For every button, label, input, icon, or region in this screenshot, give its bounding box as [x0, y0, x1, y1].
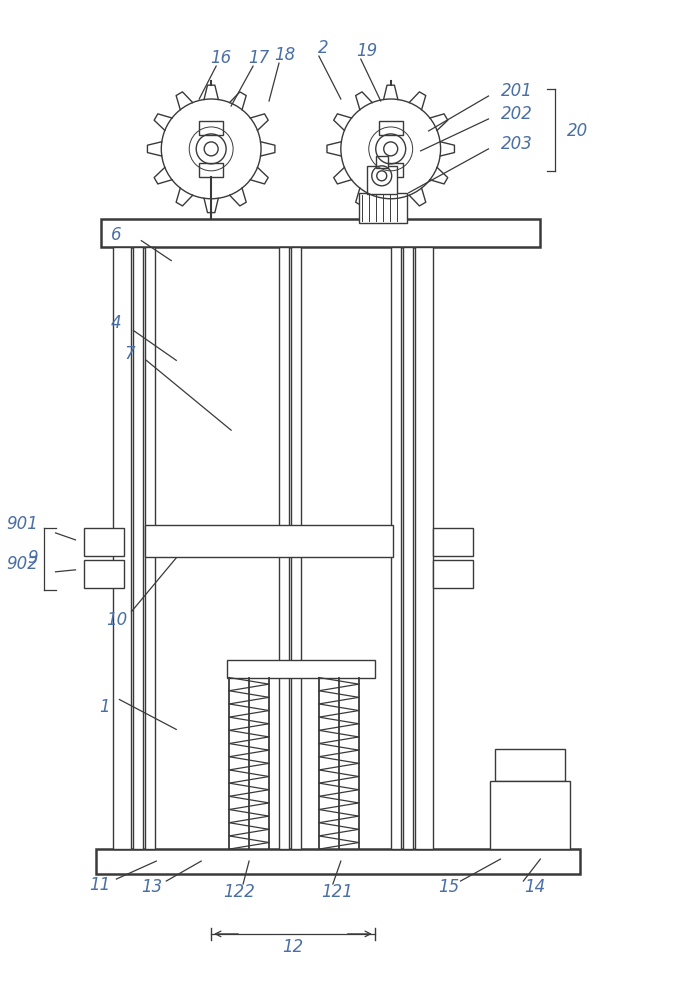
Bar: [367, 166, 397, 194]
Bar: [433, 560, 472, 588]
Bar: [102, 219, 541, 247]
Text: 13: 13: [141, 878, 162, 896]
Text: 122: 122: [223, 883, 255, 901]
Bar: [433, 528, 472, 556]
Text: 20: 20: [568, 122, 588, 140]
Bar: [146, 247, 155, 849]
Text: 203: 203: [500, 135, 532, 153]
Bar: [84, 528, 125, 556]
Bar: [402, 247, 412, 849]
Text: 15: 15: [438, 878, 459, 896]
Text: 10: 10: [106, 611, 127, 629]
Bar: [113, 247, 131, 849]
Bar: [96, 849, 580, 874]
Text: 14: 14: [524, 878, 545, 896]
Bar: [200, 163, 223, 177]
Bar: [379, 121, 402, 135]
Bar: [84, 560, 125, 588]
Text: 4: 4: [111, 314, 122, 332]
Bar: [379, 163, 402, 177]
Bar: [359, 193, 406, 223]
Bar: [146, 525, 393, 557]
Text: 121: 121: [321, 883, 353, 901]
Bar: [391, 247, 400, 849]
Bar: [375, 156, 388, 168]
Text: 902: 902: [7, 555, 38, 573]
Text: 9: 9: [27, 549, 38, 567]
Text: 12: 12: [282, 938, 303, 956]
Text: 6: 6: [111, 226, 122, 244]
Text: 202: 202: [500, 105, 532, 123]
Bar: [415, 247, 433, 849]
Bar: [133, 247, 144, 849]
Text: 201: 201: [500, 82, 532, 100]
Text: 17: 17: [249, 49, 270, 67]
Bar: [200, 121, 223, 135]
Bar: [495, 749, 565, 781]
Text: 16: 16: [210, 49, 232, 67]
Bar: [279, 247, 289, 849]
Bar: [291, 247, 301, 849]
Text: 18: 18: [274, 46, 296, 64]
Text: 7: 7: [124, 345, 135, 363]
Bar: [491, 781, 570, 849]
Text: 2: 2: [317, 39, 328, 57]
Text: 1: 1: [99, 698, 110, 716]
Text: 11: 11: [89, 876, 110, 894]
Bar: [227, 660, 375, 678]
Text: 901: 901: [7, 515, 38, 533]
Text: 19: 19: [356, 42, 377, 60]
